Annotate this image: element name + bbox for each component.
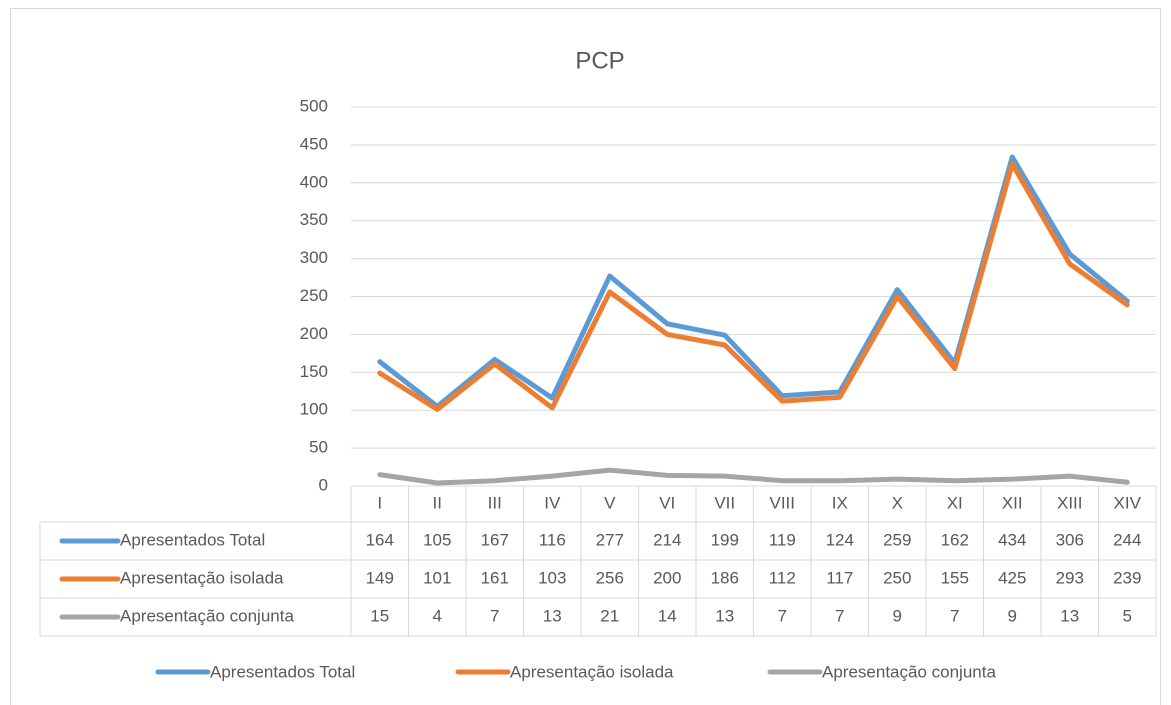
y-tick-label: 500: [300, 96, 328, 115]
table-cell: 9: [1008, 606, 1017, 625]
x-tick-label: IX: [832, 493, 848, 512]
table-cell: 7: [950, 606, 959, 625]
table-cell: 200: [653, 568, 681, 587]
legend-label: Apresentação isolada: [510, 662, 674, 681]
x-tick-label: VII: [714, 493, 735, 512]
legend-label: Apresentados Total: [210, 662, 355, 681]
table-cell: 425: [998, 568, 1026, 587]
chart-border: [10, 8, 1161, 705]
table-cell: 434: [998, 530, 1026, 549]
legend-label: Apresentação conjunta: [822, 662, 996, 681]
table-cell: 306: [1056, 530, 1084, 549]
x-tick-label: II: [433, 493, 442, 512]
x-tick-label: I: [377, 493, 382, 512]
table-cell: 9: [893, 606, 902, 625]
table-cell: 119: [769, 530, 796, 549]
y-tick-label: 0: [319, 475, 328, 494]
x-tick-label: IV: [544, 493, 561, 512]
x-tick-label: XII: [1002, 493, 1023, 512]
table-cell: 149: [366, 568, 394, 587]
table-cell: 239: [1113, 568, 1141, 587]
table-cell: 105: [423, 530, 451, 549]
table-cell: 13: [543, 606, 562, 625]
table-cell: 116: [539, 530, 566, 549]
x-tick-label: XI: [947, 493, 963, 512]
y-tick-label: 100: [300, 400, 328, 419]
x-tick-label: VI: [659, 493, 675, 512]
x-tick-label: XIV: [1114, 493, 1142, 512]
y-tick-label: 200: [300, 324, 328, 343]
y-tick-label: 50: [309, 438, 328, 457]
y-tick-label: 400: [300, 172, 328, 191]
x-tick-label: XIII: [1057, 493, 1083, 512]
table-cell: 161: [481, 568, 509, 587]
table-cell: 15: [370, 606, 389, 625]
table-cell: 117: [826, 568, 853, 587]
table-cell: 155: [941, 568, 969, 587]
table-cell: 214: [653, 530, 681, 549]
table-cell: 167: [481, 530, 509, 549]
table-cell: 5: [1123, 606, 1132, 625]
table-cell: 259: [883, 530, 911, 549]
table-cell: 14: [658, 606, 677, 625]
chart-title: PCP: [575, 47, 624, 74]
table-cell: 186: [711, 568, 739, 587]
table-cell: 101: [423, 568, 451, 587]
x-tick-label: VIII: [769, 493, 795, 512]
table-cell: 199: [711, 530, 739, 549]
table-row-label: Apresentação isolada: [120, 568, 284, 587]
table-cell: 7: [490, 606, 499, 625]
table-cell: 244: [1113, 530, 1141, 549]
table-cell: 256: [596, 568, 624, 587]
table-cell: 293: [1056, 568, 1084, 587]
table-cell: 277: [596, 530, 624, 549]
table-cell: 4: [433, 606, 442, 625]
y-tick-label: 150: [300, 362, 328, 381]
table-cell: 112: [769, 568, 796, 587]
table-cell: 7: [778, 606, 787, 625]
table-cell: 250: [883, 568, 911, 587]
table-cell: 164: [366, 530, 394, 549]
table-cell: 124: [826, 530, 854, 549]
y-tick-label: 250: [300, 286, 328, 305]
series-line: [377, 467, 1130, 486]
y-tick-label: 300: [300, 248, 328, 267]
table-cell: 21: [600, 606, 619, 625]
y-tick-label: 450: [300, 134, 328, 153]
x-tick-label: X: [892, 493, 903, 512]
y-tick-label: 350: [300, 210, 328, 229]
table-cell: 13: [1060, 606, 1079, 625]
table-cell: 13: [715, 606, 734, 625]
table-row-label: Apresentados Total: [120, 530, 265, 549]
table-cell: 162: [941, 530, 969, 549]
series-line: [377, 161, 1130, 412]
table-row-label: Apresentação conjunta: [120, 606, 294, 625]
table-cell: 103: [538, 568, 566, 587]
x-tick-label: III: [488, 493, 502, 512]
table-cell: 7: [835, 606, 844, 625]
x-tick-label: V: [604, 493, 616, 512]
